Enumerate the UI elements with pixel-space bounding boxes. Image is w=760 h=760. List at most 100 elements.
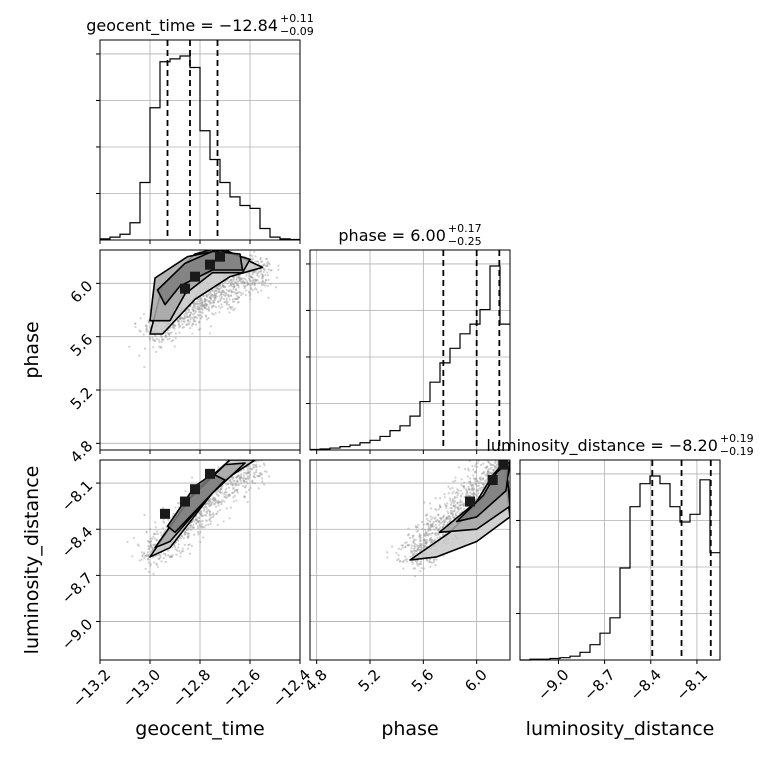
scatter-point bbox=[229, 283, 232, 287]
scatter-point bbox=[155, 538, 159, 541]
scatter-point bbox=[228, 311, 231, 314]
scatter-point bbox=[209, 296, 212, 299]
scatter-point bbox=[244, 477, 248, 481]
scatter-point bbox=[228, 306, 231, 309]
scatter-point bbox=[162, 520, 165, 523]
scatter-point bbox=[447, 492, 450, 495]
scatter-point bbox=[407, 527, 410, 530]
scatter-point bbox=[143, 557, 146, 560]
scatter-point bbox=[177, 549, 181, 552]
scatter-point bbox=[172, 324, 176, 327]
scatter-point bbox=[428, 502, 432, 505]
scatter-point bbox=[214, 297, 217, 300]
hist-bar bbox=[260, 229, 270, 241]
scatter-point bbox=[423, 546, 426, 549]
scatter-point bbox=[481, 482, 484, 485]
scatter-point bbox=[415, 550, 419, 553]
scatter-point bbox=[428, 537, 432, 540]
scatter-point bbox=[243, 285, 246, 288]
scatter-point bbox=[220, 491, 223, 494]
hist-bar bbox=[170, 59, 180, 240]
scatter-point bbox=[446, 516, 449, 519]
scatter-point bbox=[410, 560, 413, 564]
scatter-point bbox=[445, 516, 448, 520]
scatter-point bbox=[246, 471, 250, 474]
scatter-point bbox=[177, 319, 180, 323]
scatter-point bbox=[430, 538, 433, 542]
scatter-point bbox=[238, 278, 241, 281]
scatter-point bbox=[429, 528, 432, 531]
scatter-point bbox=[205, 502, 208, 505]
scatter-point bbox=[254, 476, 257, 479]
scatter-point bbox=[413, 542, 417, 546]
scatter-point bbox=[205, 295, 208, 298]
scatter-point bbox=[206, 303, 209, 306]
scatter-point bbox=[254, 465, 258, 468]
scatter-point bbox=[198, 307, 201, 311]
scatter-point bbox=[435, 509, 438, 512]
scatter-point bbox=[164, 334, 167, 337]
scatter-point bbox=[453, 500, 457, 503]
scatter-point bbox=[243, 495, 246, 498]
scatter-point bbox=[465, 492, 468, 495]
scatter-point bbox=[479, 487, 482, 490]
scatter-point bbox=[438, 535, 442, 539]
scatter-point bbox=[201, 308, 204, 311]
scatter-point bbox=[235, 499, 238, 502]
scatter-point bbox=[231, 298, 234, 301]
scatter-point bbox=[195, 302, 198, 306]
scatter-point bbox=[199, 531, 202, 534]
scatter-point bbox=[145, 325, 148, 328]
scatter-point bbox=[423, 538, 426, 541]
scatter-point bbox=[260, 281, 263, 284]
scatter-point bbox=[427, 522, 430, 525]
scatter-point bbox=[203, 300, 206, 303]
scatter-point bbox=[261, 279, 264, 282]
scatter-point bbox=[190, 324, 194, 327]
scatter-point bbox=[253, 482, 257, 485]
scatter-point bbox=[185, 314, 189, 317]
scatter-point bbox=[196, 527, 200, 530]
scatter-point bbox=[152, 346, 155, 349]
scatter-point bbox=[152, 543, 156, 546]
scatter-point bbox=[470, 492, 473, 495]
scatter-point bbox=[221, 285, 224, 288]
scatter-point bbox=[258, 247, 260, 249]
scatter-point bbox=[230, 278, 233, 281]
scatter-point bbox=[267, 268, 270, 271]
scatter-point bbox=[413, 538, 416, 541]
scatter-point bbox=[420, 542, 423, 546]
scatter-point bbox=[456, 508, 460, 511]
scatter-point bbox=[156, 566, 160, 569]
scatter-point bbox=[237, 296, 241, 299]
scatter-point bbox=[191, 316, 194, 319]
scatter-point bbox=[456, 506, 459, 509]
scatter-point bbox=[197, 314, 200, 317]
scatter-point bbox=[473, 465, 477, 468]
scatter-point bbox=[441, 525, 444, 528]
scatter-point bbox=[186, 536, 189, 539]
scatter-point bbox=[198, 321, 201, 324]
scatter-point bbox=[222, 285, 225, 288]
scatter-point bbox=[419, 546, 422, 549]
scatter-point bbox=[486, 472, 489, 475]
scatter-point bbox=[439, 517, 442, 520]
scatter-point bbox=[160, 560, 163, 563]
scatter-point bbox=[193, 316, 197, 319]
scatter-point bbox=[200, 297, 203, 300]
scatter-point bbox=[469, 491, 472, 494]
scatter-point bbox=[262, 275, 265, 278]
scatter-point bbox=[481, 472, 485, 475]
scatter-point bbox=[444, 518, 447, 521]
scatter-point bbox=[209, 504, 213, 507]
scatter-point bbox=[220, 295, 223, 299]
scatter-point bbox=[230, 290, 233, 293]
scatter-point bbox=[226, 483, 229, 486]
scatter-point bbox=[267, 296, 270, 299]
scatter-point bbox=[428, 532, 431, 535]
scatter-point bbox=[485, 474, 488, 478]
scatter-point bbox=[240, 482, 243, 485]
scatter-point bbox=[201, 519, 204, 522]
scatter-point bbox=[174, 506, 177, 509]
scatter-point bbox=[234, 281, 237, 285]
